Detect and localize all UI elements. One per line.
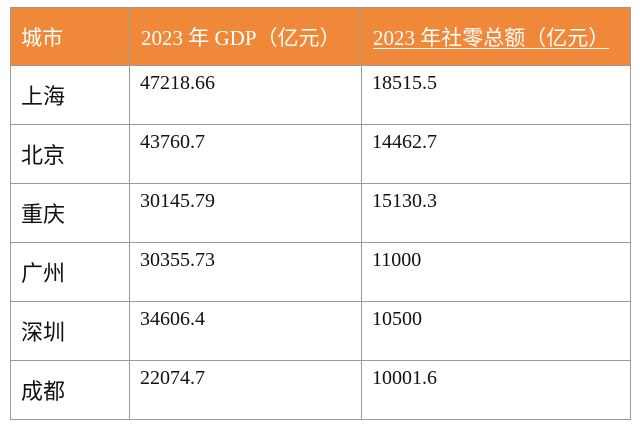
gdp-cell: 30355.73 [129,242,362,302]
city-cell: 深圳 [10,301,130,361]
city-cell: 重庆 [10,183,130,243]
retail-cell: 18515.5 [361,65,631,125]
header-gdp: 2023 年 GDP（亿元） [129,7,362,66]
retail-cell: 10500 [361,301,631,361]
header-row: 城市 2023 年 GDP（亿元） 2023 年社零总额（亿元） [10,7,631,66]
gdp-cell: 47218.66 [129,65,362,125]
retail-cell: 14462.7 [361,124,631,184]
gdp-cell: 43760.7 [129,124,362,184]
table-header: 城市 2023 年 GDP（亿元） 2023 年社零总额（亿元） [10,7,631,66]
table-row: 上海 47218.66 18515.5 [10,65,631,125]
city-cell: 成都 [10,360,130,420]
retail-cell: 15130.3 [361,183,631,243]
header-retail-label: 2023 年社零总额（亿元） [373,25,610,50]
gdp-cell: 30145.79 [129,183,362,243]
city-cell: 广州 [10,242,130,302]
gdp-cell: 34606.4 [129,301,362,361]
data-table-container: 城市 2023 年 GDP（亿元） 2023 年社零总额（亿元） 上海 4721… [10,7,631,420]
retail-cell: 10001.6 [361,360,631,420]
city-cell: 北京 [10,124,130,184]
table-row: 广州 30355.73 11000 [10,242,631,302]
table-row: 成都 22074.7 10001.6 [10,360,631,420]
table-body: 上海 47218.66 18515.5 北京 43760.7 14462.7 重… [10,65,631,420]
table-row: 重庆 30145.79 15130.3 [10,183,631,243]
city-cell: 上海 [10,65,130,125]
city-economy-table: 城市 2023 年 GDP（亿元） 2023 年社零总额（亿元） 上海 4721… [10,7,631,420]
retail-cell: 11000 [361,242,631,302]
table-row: 北京 43760.7 14462.7 [10,124,631,184]
header-city: 城市 [10,7,130,66]
header-retail: 2023 年社零总额（亿元） [361,7,631,66]
gdp-cell: 22074.7 [129,360,362,420]
table-row: 深圳 34606.4 10500 [10,301,631,361]
